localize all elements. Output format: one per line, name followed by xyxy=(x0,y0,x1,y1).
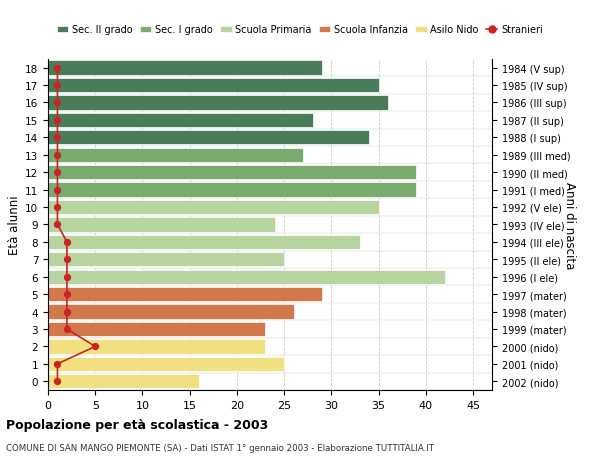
Point xyxy=(53,204,62,211)
Point xyxy=(53,186,62,194)
Bar xyxy=(48,148,303,162)
Point xyxy=(62,239,71,246)
Bar xyxy=(48,287,322,302)
Point xyxy=(53,82,62,90)
Bar xyxy=(48,270,445,284)
Bar xyxy=(48,252,284,267)
Point xyxy=(53,65,62,72)
Y-axis label: Età alunni: Età alunni xyxy=(8,195,21,255)
Bar xyxy=(48,183,416,197)
Bar xyxy=(48,166,416,180)
Legend: Sec. II grado, Sec. I grado, Scuola Primaria, Scuola Infanzia, Asilo Nido, Stran: Sec. II grado, Sec. I grado, Scuola Prim… xyxy=(53,22,547,39)
Point xyxy=(62,291,71,298)
Bar xyxy=(48,201,379,215)
Bar xyxy=(48,78,379,93)
Point xyxy=(53,221,62,229)
Point xyxy=(53,117,62,124)
Bar xyxy=(48,218,275,232)
Point xyxy=(53,134,62,142)
Bar xyxy=(48,305,293,319)
Point xyxy=(91,343,100,350)
Point xyxy=(53,151,62,159)
Bar xyxy=(48,96,388,110)
Text: Popolazione per età scolastica - 2003: Popolazione per età scolastica - 2003 xyxy=(6,418,268,431)
Bar xyxy=(48,357,284,371)
Point xyxy=(53,378,62,385)
Point xyxy=(53,100,62,107)
Point xyxy=(53,360,62,368)
Text: COMUNE DI SAN MANGO PIEMONTE (SA) - Dati ISTAT 1° gennaio 2003 - Elaborazione TU: COMUNE DI SAN MANGO PIEMONTE (SA) - Dati… xyxy=(6,443,434,452)
Bar xyxy=(48,113,313,128)
Point xyxy=(62,274,71,281)
Bar xyxy=(48,131,369,145)
Point xyxy=(53,169,62,176)
Bar xyxy=(48,235,360,249)
Point xyxy=(62,256,71,263)
Bar xyxy=(48,375,199,389)
Bar xyxy=(48,322,265,336)
Y-axis label: Anni di nascita: Anni di nascita xyxy=(563,181,576,269)
Bar xyxy=(48,61,322,75)
Point xyxy=(62,325,71,333)
Bar xyxy=(48,340,265,354)
Point xyxy=(62,308,71,315)
